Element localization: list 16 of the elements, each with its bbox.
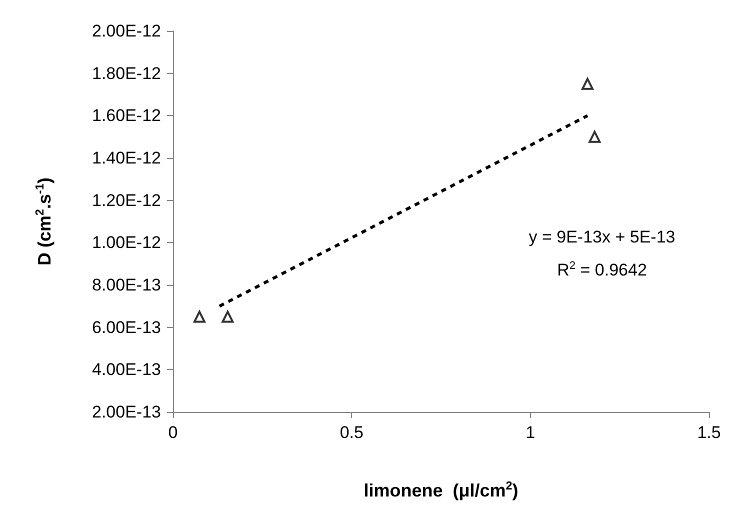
x-tick-label: 1.5	[697, 423, 721, 442]
y-axis-title: D (cm2.s-1)	[34, 178, 54, 266]
x-tick-label: 0.5	[340, 423, 364, 442]
y-tick-label: 2.00E-13	[92, 402, 161, 422]
x-tick-label: 0	[168, 423, 178, 442]
y-tick-label: 1.80E-12	[92, 64, 161, 83]
y-tick-label: 1.60E-12	[92, 106, 161, 126]
y-tick-label: 4.00E-13	[92, 360, 161, 380]
y-tick-label: 8.00E-13	[92, 276, 161, 294]
y-tick-label: 1.40E-12	[92, 148, 161, 168]
y-tick-label: 2.00E-12	[92, 22, 161, 40]
x-tick-label: 1	[526, 423, 536, 442]
y-tick-label: 1.00E-12	[92, 233, 161, 252]
annotation: y = 9E-13x + 5E-13	[528, 228, 676, 246]
y-tick-label: 6.00E-13	[92, 318, 161, 337]
y-tick-label: 1.20E-12	[92, 190, 161, 210]
